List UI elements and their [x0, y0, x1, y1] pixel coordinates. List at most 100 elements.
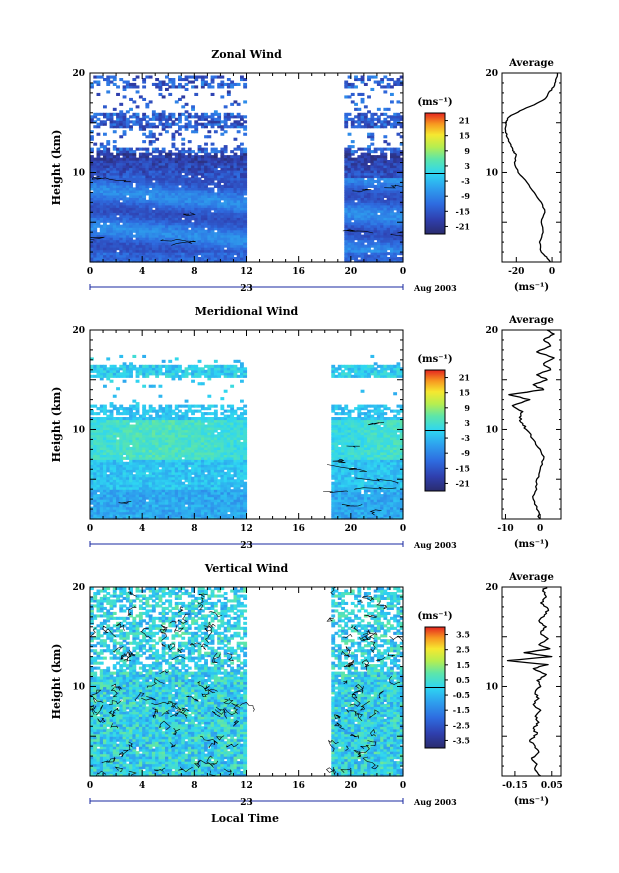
heatmap-cell — [106, 429, 111, 433]
heatmap-cell — [122, 372, 127, 376]
heatmap-cell — [158, 80, 163, 84]
heatmap-cell — [109, 182, 114, 186]
heatmap-cell — [129, 82, 133, 86]
heatmap-cell — [116, 434, 120, 438]
heatmap-cell — [122, 461, 127, 465]
heatmap-cell — [174, 194, 179, 198]
heatmap-cell — [161, 204, 166, 208]
heatmap-cell — [116, 212, 120, 216]
heatmap-cell — [240, 252, 244, 256]
heatmap-cell — [373, 229, 378, 233]
heatmap-cell — [148, 496, 153, 500]
heatmap-cell — [148, 130, 153, 134]
heatmap-cell — [210, 189, 215, 193]
heatmap-cell — [112, 439, 117, 443]
heatmap-cell — [376, 209, 381, 213]
heatmap-cell — [155, 449, 160, 453]
heatmap-cell — [96, 441, 101, 445]
heatmap-cell — [191, 150, 195, 154]
heatmap-cell — [168, 199, 173, 203]
heatmap-cell — [383, 172, 388, 176]
heatmap-cell — [135, 209, 140, 213]
heatmap-cell — [145, 436, 150, 440]
heatmap-cell — [386, 189, 391, 193]
heatmap-cell — [106, 504, 111, 508]
heatmap-cell — [116, 147, 120, 151]
heatmap-cell — [174, 427, 179, 431]
heatmap-cell — [106, 232, 111, 236]
heatmap-cell — [399, 175, 404, 179]
heatmap-cell — [200, 82, 205, 86]
heatmap-cell — [151, 459, 156, 463]
heatmap-cell — [393, 155, 398, 159]
heatmap-cell — [116, 444, 120, 448]
heatmap-cell — [363, 122, 368, 126]
heatmap-cell — [122, 152, 127, 156]
heatmap-cell — [363, 105, 368, 109]
heatmap-cell — [168, 372, 173, 376]
heatmap-cell — [233, 197, 238, 201]
heatmap-cell — [106, 189, 111, 193]
heatmap-cell — [138, 194, 143, 198]
heatmap-cell — [165, 224, 169, 228]
heatmap-cell — [93, 476, 98, 480]
heatmap-cell — [158, 432, 163, 436]
heatmap-cell — [168, 444, 173, 448]
heatmap-cell — [90, 419, 94, 423]
heatmap-cell — [174, 357, 179, 361]
heatmap-cell — [347, 162, 352, 166]
heatmap-cell — [230, 209, 235, 213]
heatmap-cell — [151, 227, 156, 231]
heatmap-cell — [223, 259, 228, 263]
heatmap-cell — [112, 75, 117, 79]
heatmap-cell — [158, 449, 163, 453]
heatmap-cell — [122, 367, 127, 371]
heatmap-cell — [380, 157, 385, 161]
heatmap-cell — [93, 516, 98, 520]
heatmap-cell — [93, 412, 98, 416]
heatmap-cell — [161, 207, 166, 211]
heatmap-cell — [171, 160, 176, 164]
heatmap-cell — [90, 514, 94, 518]
heatmap-cell — [129, 451, 133, 455]
heatmap-cell — [119, 125, 124, 129]
heatmap-cell — [132, 189, 137, 193]
heatmap-cell — [99, 369, 104, 373]
heatmap-cell — [383, 219, 388, 223]
heatmap-cell — [174, 227, 179, 231]
heatmap-cell — [357, 217, 362, 221]
heatmap-cell — [106, 209, 111, 213]
heatmap-cell — [106, 501, 111, 505]
heatmap-cell — [99, 237, 104, 241]
heatmap-cell — [350, 100, 355, 104]
heatmap-cell — [207, 254, 212, 258]
heatmap-cell — [399, 179, 404, 183]
heatmap-cell — [148, 499, 153, 503]
heatmap-cell — [187, 229, 192, 233]
heatmap-cell — [116, 459, 120, 463]
heatmap-cell — [106, 491, 111, 495]
heatmap-cell — [106, 372, 111, 376]
heatmap-cell — [207, 165, 212, 169]
heatmap-cell — [148, 170, 153, 174]
heatmap-cell — [129, 481, 133, 485]
heatmap-cell — [138, 155, 143, 159]
heatmap-cell — [171, 152, 176, 156]
heatmap-cell — [236, 207, 241, 211]
heatmap-cell — [122, 257, 127, 261]
heatmap-cell — [174, 441, 179, 445]
heatmap-cell — [230, 207, 235, 211]
heatmap-cell — [210, 219, 215, 223]
heatmap-cell — [122, 499, 127, 503]
heatmap-cell — [197, 247, 202, 251]
heatmap-cell — [217, 212, 222, 216]
heatmap-cell — [93, 75, 98, 79]
heatmap-cell — [367, 204, 371, 208]
heatmap-cell — [243, 172, 248, 176]
heatmap-cell — [161, 252, 166, 256]
heatmap-cell — [106, 80, 111, 84]
heatmap-cell — [129, 372, 133, 376]
heatmap-cell — [93, 239, 98, 243]
heatmap-cell — [373, 257, 378, 261]
heatmap-cell — [181, 204, 186, 208]
